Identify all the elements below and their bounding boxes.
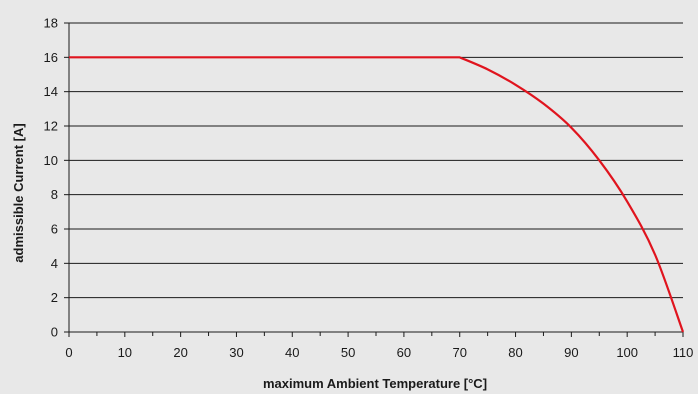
y-tick-label: 16 — [44, 50, 58, 65]
x-tick-label: 20 — [173, 345, 187, 360]
y-tick-label: 14 — [44, 84, 58, 99]
x-tick-label: 50 — [341, 345, 355, 360]
series-layer — [69, 56, 685, 333]
gridlines — [69, 22, 683, 333]
x-tick-label: 10 — [118, 345, 132, 360]
y-axis-title: admissible Current [A] — [11, 123, 26, 262]
x-tick-label: 110 — [673, 345, 694, 360]
x-tick-label: 60 — [397, 345, 411, 360]
y-tick-label: 12 — [44, 119, 58, 134]
x-tick-label: 0 — [65, 345, 72, 360]
series-line-0 — [69, 56, 685, 333]
x-tick-label: 30 — [229, 345, 243, 360]
x-axis-title: maximum Ambient Temperature [°C] — [263, 376, 487, 391]
y-tick-label: 6 — [51, 222, 58, 237]
x-tick-label: 40 — [285, 345, 299, 360]
tick-labels: 0 2 4 6 8 10 12 14 16 18 0 10 20 30 40 50 60 70 80 90 100 110 — [44, 16, 694, 361]
x-tick-label: 80 — [508, 345, 522, 360]
x-tick-label: 90 — [564, 345, 578, 360]
y-tick-label: 18 — [44, 16, 58, 31]
y-tick-label: 10 — [44, 153, 58, 168]
axes — [64, 22, 684, 337]
y-tick-label: 4 — [51, 256, 58, 271]
y-tick-label: 2 — [51, 290, 58, 305]
y-tick-label: 0 — [51, 325, 58, 340]
x-tick-label: 100 — [616, 345, 638, 360]
y-tick-label: 8 — [51, 187, 58, 202]
x-tick-label: 70 — [452, 345, 466, 360]
